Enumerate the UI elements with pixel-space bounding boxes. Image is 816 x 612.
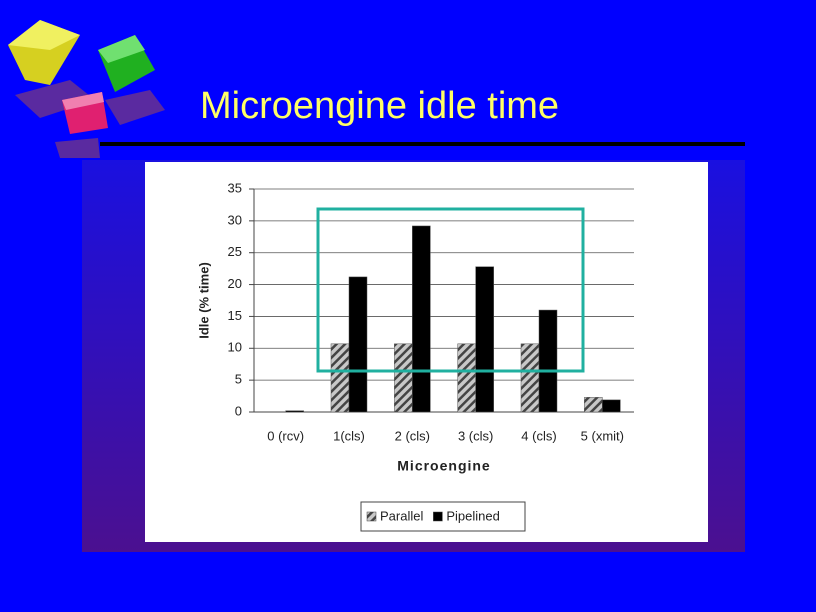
bar <box>330 343 350 413</box>
legend-swatch <box>433 511 443 522</box>
y-tick-label: 30 <box>228 212 242 227</box>
x-tick-label: 3 (cls) <box>458 428 493 443</box>
x-axis-label: Microengine <box>397 458 490 474</box>
y-tick-label: 10 <box>228 340 242 355</box>
y-tick-label: 25 <box>228 244 242 259</box>
bar <box>520 343 540 413</box>
x-tick-label: 1(cls) <box>333 428 365 443</box>
bar <box>412 225 431 413</box>
slide-title: Microengine idle time <box>200 85 559 127</box>
y-tick-label: 35 <box>228 180 242 195</box>
bar <box>584 397 603 413</box>
bar <box>348 276 368 413</box>
bar <box>475 266 494 413</box>
bar <box>602 399 621 413</box>
highlight-box <box>316 207 585 373</box>
y-tick-label: 20 <box>228 276 242 291</box>
x-tick-label: 5 (xmit) <box>581 428 624 443</box>
bar <box>457 343 476 413</box>
legend-swatch <box>366 511 377 522</box>
cubes <box>8 20 165 158</box>
x-tick-label: 4 (cls) <box>521 428 556 443</box>
legend-box <box>360 501 526 532</box>
legend-label: Pipelined <box>446 508 500 523</box>
y-tick-label: 15 <box>228 308 242 323</box>
bar <box>538 309 558 413</box>
legend-label: Parallel <box>380 508 423 523</box>
bar <box>285 410 304 413</box>
x-tick-label: 2 (cls) <box>395 428 430 443</box>
bar <box>394 343 413 413</box>
chart: 0 5 10 15 20 25 30 35 0 (rcv) 1(cls) 2 (cls) 3 (cls… <box>196 180 634 532</box>
y-tick-label: 0 <box>235 403 242 418</box>
y-tick-label: 5 <box>235 372 242 387</box>
x-tick-label: 0 (rcv) <box>267 428 304 443</box>
y-axis-label: Idle (% time) <box>196 262 211 339</box>
